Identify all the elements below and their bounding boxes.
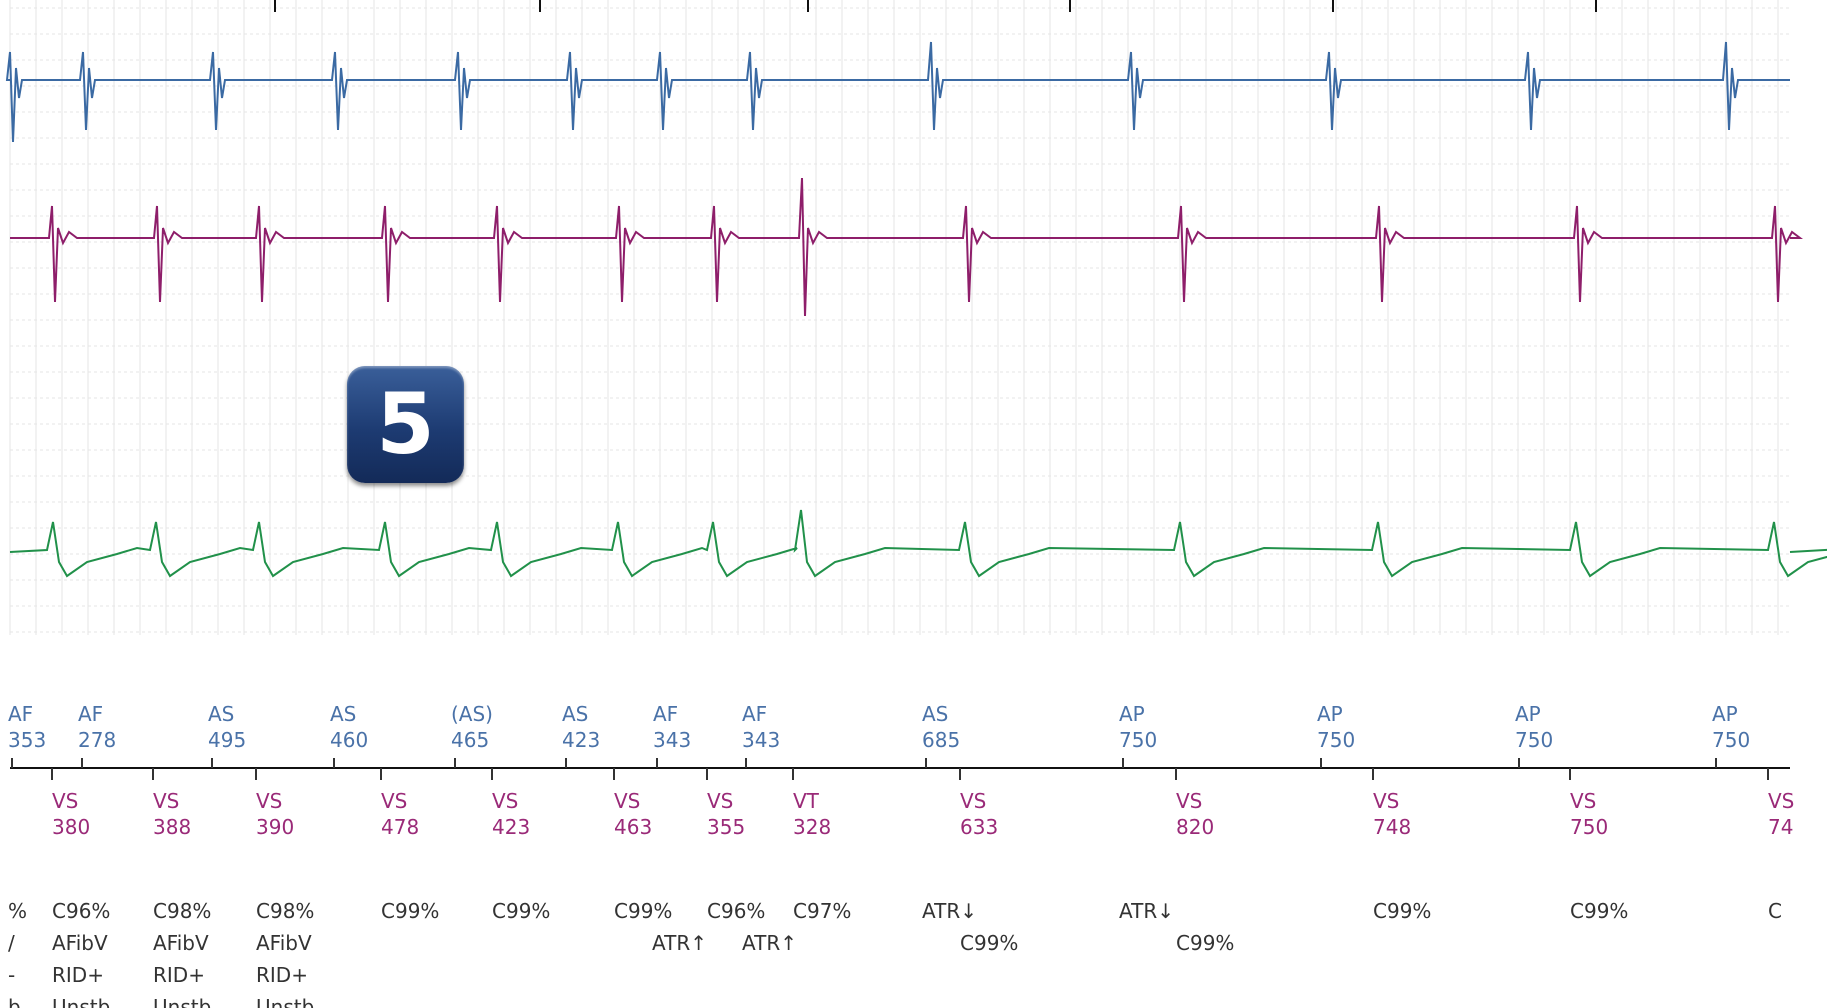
diagnostic-annotation: AFibV (153, 931, 209, 955)
atrial-marker-interval: 343 (742, 728, 780, 752)
chart-grid (9, 0, 1790, 635)
diagnostic-annotation: Unstb (52, 995, 110, 1008)
egm-trace-2 (10, 177, 1803, 317)
atrial-marker-label: AF (8, 702, 33, 726)
ventricular-marker-label: VS (492, 789, 518, 813)
egm-trace-3 (9, 509, 1827, 578)
diagnostic-annotation: C98% (153, 899, 211, 923)
step-number-badge: 5 (347, 366, 464, 483)
atrial-marker-label: AP (1317, 702, 1343, 726)
diagnostic-annotation: AFibV (52, 931, 108, 955)
diagnostic-annotation: C99% (492, 899, 550, 923)
diagnostic-annotation: RID+ (256, 963, 308, 987)
diagnostic-annotation: ATR↓ (1119, 899, 1174, 923)
atrial-marker-interval: 750 (1515, 728, 1553, 752)
ventricular-marker-interval: 463 (614, 815, 652, 839)
diagnostic-annotation: C99% (614, 899, 672, 923)
atrial-marker-label: AS (922, 702, 948, 726)
ventricular-marker-label: VS (52, 789, 78, 813)
diagnostic-annotation: C99% (1176, 931, 1234, 955)
atrial-marker-interval: 278 (78, 728, 116, 752)
ventricular-marker-label: VS (256, 789, 282, 813)
diagnostic-annotation: RID+ (153, 963, 205, 987)
ventricular-marker-interval: 478 (381, 815, 419, 839)
atrial-marker-label: AP (1712, 702, 1738, 726)
diagnostic-annotation: C96% (707, 899, 765, 923)
ventricular-marker-label: VS (1570, 789, 1596, 813)
atrial-marker-interval: 423 (562, 728, 600, 752)
atrial-marker-interval: 353 (8, 728, 46, 752)
ventricular-marker-label: VS (614, 789, 640, 813)
atrial-marker-label: AS (562, 702, 588, 726)
atrial-marker-interval: 750 (1119, 728, 1157, 752)
diagnostic-annotation: C99% (381, 899, 439, 923)
atrial-marker-label: AF (653, 702, 678, 726)
diagnostic-annotation: AFibV (256, 931, 312, 955)
atrial-marker-interval: 750 (1712, 728, 1750, 752)
diagnostic-annotation: C97% (793, 899, 851, 923)
diagnostic-annotation: C98% (256, 899, 314, 923)
diagnostic-annotation: C96% (52, 899, 110, 923)
diagnostic-annotation: b (8, 995, 21, 1008)
ventricular-marker-interval: 328 (793, 815, 831, 839)
ventricular-marker-label: VS (1176, 789, 1202, 813)
ventricular-marker-label: VS (1373, 789, 1399, 813)
ventricular-marker-interval: 423 (492, 815, 530, 839)
diagnostic-annotation: - (8, 963, 15, 987)
atrial-marker-label: AP (1515, 702, 1541, 726)
diagnostic-annotation: ATR↑ (652, 931, 707, 955)
diagnostic-annotation: ATR↑ (742, 931, 797, 955)
ventricular-marker-label: VT (793, 789, 820, 813)
ventricular-marker-interval: 388 (153, 815, 191, 839)
diagnostic-annotation: Unstb (153, 995, 211, 1008)
ventricular-marker-label: VS (153, 789, 179, 813)
ventricular-marker-interval: 750 (1570, 815, 1608, 839)
diagnostic-annotation: C (1768, 899, 1782, 923)
atrial-marker-interval: 460 (330, 728, 368, 752)
atrial-marker-interval: 685 (922, 728, 960, 752)
egm-traces (5, 41, 1827, 578)
ventricular-marker-channel: VS380VS388VS390VS478VS423VS463VS355VT328… (51, 768, 1794, 839)
atrial-marker-interval: 750 (1317, 728, 1355, 752)
atrial-marker-label: AF (78, 702, 103, 726)
ventricular-marker-label: VS (381, 789, 407, 813)
atrial-marker-label: AF (742, 702, 767, 726)
atrial-marker-label: (AS) (451, 702, 493, 726)
ventricular-marker-interval: 633 (960, 815, 998, 839)
ventricular-marker-interval: 390 (256, 815, 294, 839)
ventricular-marker-interval: 820 (1176, 815, 1214, 839)
atrial-marker-interval: 343 (653, 728, 691, 752)
ventricular-marker-label: VS (1768, 789, 1794, 813)
ventricular-marker-interval: 74 (1768, 815, 1793, 839)
atrial-marker-label: AS (208, 702, 234, 726)
atrial-marker-label: AP (1119, 702, 1145, 726)
diagnostic-annotation: C99% (1373, 899, 1431, 923)
diagnostic-annotation: Unstb (256, 995, 314, 1008)
diagnostic-annotation: % (8, 899, 27, 923)
diagnostic-annotation: C99% (960, 931, 1018, 955)
ventricular-marker-label: VS (707, 789, 733, 813)
ventricular-marker-interval: 748 (1373, 815, 1411, 839)
diagnostic-annotation: ATR↓ (922, 899, 977, 923)
diagnostic-annotations: % / - b C96% AFibV RID+ Unstb C98% AFibV RID+ Unstb… (8, 899, 1782, 1008)
atrial-marker-label: AS (330, 702, 356, 726)
atrial-marker-channel: AF353AF278AS495AS460(AS)465AS423AF343AF3… (8, 702, 1750, 768)
ventricular-marker-label: VS (960, 789, 986, 813)
diagnostic-annotation: RID+ (52, 963, 104, 987)
diagnostic-annotation: / (8, 931, 15, 955)
diagnostic-annotation: C99% (1570, 899, 1628, 923)
ventricular-marker-interval: 355 (707, 815, 745, 839)
ventricular-marker-interval: 380 (52, 815, 90, 839)
atrial-marker-interval: 465 (451, 728, 489, 752)
egm-trace-1 (5, 41, 1790, 143)
atrial-marker-interval: 495 (208, 728, 246, 752)
